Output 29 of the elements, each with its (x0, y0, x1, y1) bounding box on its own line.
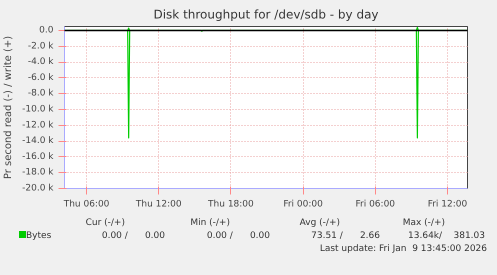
legend-label: Bytes (25, 230, 52, 243)
x-tick-label: Thu 12:00 (134, 200, 182, 210)
text: Min (-/+) (190, 217, 230, 230)
y-tick-label: -8.0 k (28, 88, 54, 99)
y-tick-label: -16.0 k (22, 152, 54, 162)
text: 73.51 / 2.66 (311, 230, 380, 243)
text: Cur (-/+) (86, 217, 125, 230)
y-tick-label: -2.0 k (28, 41, 54, 52)
x-tick-label: Fri 06:00 (356, 200, 396, 210)
y-tick-label: -14.0 k (22, 136, 54, 146)
y-tick-label: -12.0 k (22, 120, 54, 130)
text: 13.64k/ 381.03 (408, 230, 485, 243)
y-tick-label: -4.0 k (28, 57, 54, 68)
y-tick-label: -10.0 k (22, 104, 54, 114)
x-tick-label: Fri 12:00 (428, 200, 468, 210)
text: Max (-/+) (402, 217, 445, 230)
x-tick-label: Fri 00:00 (283, 200, 324, 210)
y-tick-label: -18.0 k (22, 168, 54, 178)
text: Last update: Fri Jan 9 13:45:00 2026 (320, 243, 487, 256)
y-tick-label: 0.0 (39, 25, 54, 36)
chart-title: Disk throughput for /dev/sdb - by day (153, 8, 379, 22)
y-tick-label: -20.0 k (22, 184, 54, 194)
text: 0.00 / 0.00 (102, 230, 165, 243)
text: 0.00 / 0.00 (206, 230, 270, 243)
y-tick-label: -6.0 k (28, 72, 54, 83)
y-axis-title: Pr second read (-) / write (+) (3, 36, 14, 180)
text: Avg (-/+) (300, 217, 340, 230)
x-tick-label: Thu 18:00 (207, 200, 254, 210)
x-tick-label: Thu 06:00 (62, 200, 110, 210)
